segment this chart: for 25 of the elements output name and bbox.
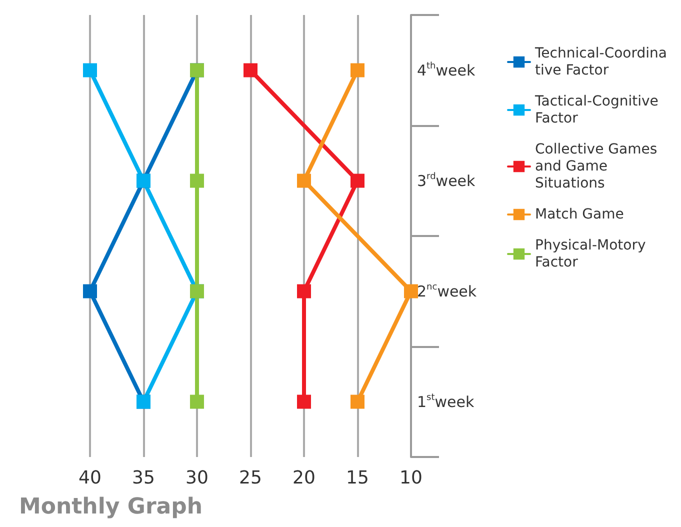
text: Monthly Graph bbox=[19, 494, 203, 520]
point bbox=[350, 174, 364, 188]
point bbox=[297, 394, 311, 409]
point bbox=[244, 63, 258, 78]
x-tick-label: 30 bbox=[186, 468, 208, 488]
legend-label: Technical-Coordinative Factor bbox=[534, 46, 667, 78]
legend-label: Tactical-Cognitive Factor bbox=[534, 94, 663, 126]
legend-label: Match Game bbox=[535, 206, 624, 222]
point bbox=[350, 394, 364, 409]
x-tick-label: 40 bbox=[78, 468, 102, 488]
legend-label: Collective Games and Game Situations bbox=[535, 142, 662, 192]
point bbox=[350, 63, 364, 78]
x-tick-label: 10 bbox=[400, 468, 422, 488]
x-tick-label: 15 bbox=[346, 468, 369, 488]
legend-label: Physical-Motory Factor bbox=[535, 238, 650, 270]
x-tick-label: 20 bbox=[292, 468, 316, 488]
x-tick-label: 35 bbox=[132, 468, 155, 488]
point bbox=[190, 174, 204, 188]
point bbox=[83, 63, 97, 78]
point bbox=[297, 284, 311, 298]
point bbox=[297, 174, 311, 188]
point bbox=[404, 284, 418, 298]
point bbox=[190, 394, 204, 409]
x-tick-label: 25 bbox=[239, 468, 262, 488]
point bbox=[83, 284, 97, 298]
